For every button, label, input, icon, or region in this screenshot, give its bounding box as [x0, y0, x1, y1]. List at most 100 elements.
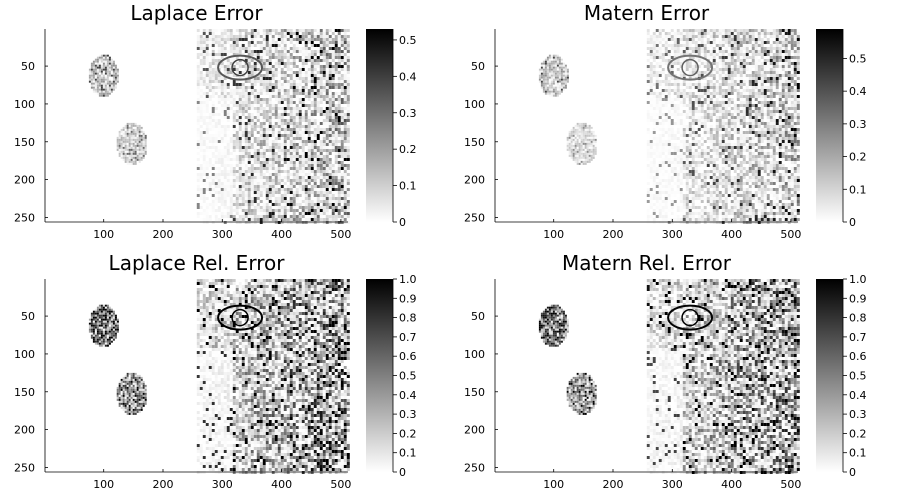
heatmap-cell [226, 182, 230, 185]
heatmap-cell [310, 146, 314, 149]
ellipse-cell [126, 152, 129, 155]
heatmap-cell [289, 215, 293, 218]
heatmap-cell [271, 212, 275, 215]
heatmap-cell [241, 32, 245, 35]
heatmap-cell [223, 80, 227, 83]
ellipse-cell [136, 158, 139, 161]
heatmap-cell [691, 38, 695, 41]
heatmap-cell [280, 56, 284, 59]
heatmap-cell [340, 32, 344, 35]
heatmap-cell [220, 134, 224, 137]
heatmap-cell [763, 83, 767, 86]
heatmap-cell [712, 71, 716, 74]
heatmap-cell [211, 32, 215, 35]
ellipse-cell [120, 156, 123, 159]
heatmap-cell [265, 32, 269, 35]
heatmap-cell [205, 29, 209, 32]
heatmap-cell [772, 47, 776, 50]
heatmap-cell [235, 104, 239, 107]
ellipse-cell [92, 84, 95, 87]
heatmap-cell [238, 179, 242, 182]
heatmap-cell [346, 158, 350, 161]
heatmap-cell [304, 44, 308, 47]
heatmap-cell [649, 68, 653, 71]
heatmap-cell [217, 122, 221, 125]
ellipse-cell [126, 128, 129, 131]
heatmap-cell [685, 92, 689, 95]
heatmap-cell [319, 131, 323, 134]
heatmap-cell [793, 35, 797, 38]
heatmap-cell [265, 128, 269, 131]
heatmap-cell [751, 92, 755, 95]
heatmap-cell [238, 113, 242, 116]
heatmap-cell [250, 131, 254, 134]
heatmap-cell [253, 209, 257, 212]
heatmap-cell [334, 206, 338, 209]
ellipse-cell [98, 92, 101, 95]
heatmap-cell [247, 122, 251, 125]
heatmap-cell [274, 44, 278, 47]
heatmap-cell [220, 110, 224, 113]
heatmap-cell [256, 209, 260, 212]
ellipse-cell [102, 66, 105, 69]
heatmap-cell [214, 101, 218, 104]
heatmap-cell [337, 62, 341, 65]
heatmap-cell [343, 128, 347, 131]
heatmap-cell [217, 152, 221, 155]
heatmap-cell [787, 86, 791, 89]
heatmap-cell [259, 149, 263, 152]
heatmap-cell [238, 209, 242, 212]
heatmap-cell [322, 197, 326, 200]
heatmap-cell [238, 107, 242, 110]
heatmap-cell [295, 179, 299, 182]
heatmap-cell [202, 107, 206, 110]
heatmap-cell [334, 47, 338, 50]
heatmap-cell [346, 173, 350, 176]
heatmap-cell [265, 113, 269, 116]
heatmap-cell [196, 191, 200, 194]
heatmap-cell [196, 77, 200, 80]
heatmap-cell [253, 110, 257, 113]
heatmap-cell [289, 47, 293, 50]
heatmap-cell [772, 65, 776, 68]
heatmap-cell [214, 65, 218, 68]
heatmap-cell [268, 191, 272, 194]
heatmap-cell [340, 74, 344, 77]
heatmap-cell [718, 38, 722, 41]
heatmap-cell [319, 188, 323, 191]
heatmap-cell [235, 41, 239, 44]
heatmap-cell [304, 65, 308, 68]
heatmap-cell [745, 89, 749, 92]
ellipse-cell [106, 54, 109, 57]
heatmap-cell [292, 101, 296, 104]
heatmap-cell [229, 215, 233, 218]
heatmap-cell [214, 191, 218, 194]
heatmap-cell [199, 32, 203, 35]
heatmap-cell [289, 101, 293, 104]
heatmap-cell [316, 194, 320, 197]
heatmap-cell [235, 77, 239, 80]
heatmap-cell [775, 65, 779, 68]
heatmap-cell [688, 83, 692, 86]
heatmap-cell [343, 116, 347, 119]
heatmap-cell [343, 74, 347, 77]
heatmap-cell [271, 113, 275, 116]
heatmap-cell [232, 146, 236, 149]
heatmap-cell [244, 32, 248, 35]
ellipse-cell [104, 78, 107, 81]
heatmap-cell [259, 152, 263, 155]
heatmap-cell [700, 29, 704, 32]
ellipse-cell [132, 148, 135, 151]
ellipse-cell [134, 156, 137, 159]
heatmap-cell [682, 32, 686, 35]
heatmap-cell [649, 29, 653, 32]
heatmap-cell [319, 158, 323, 161]
heatmap-cell [250, 179, 254, 182]
heatmap-cell [307, 152, 311, 155]
heatmap-cell [316, 95, 320, 98]
heatmap-cell [316, 98, 320, 101]
heatmap-cell [316, 131, 320, 134]
heatmap-cell [196, 104, 200, 107]
heatmap-cell [235, 179, 239, 182]
heatmap-cell [265, 170, 269, 173]
